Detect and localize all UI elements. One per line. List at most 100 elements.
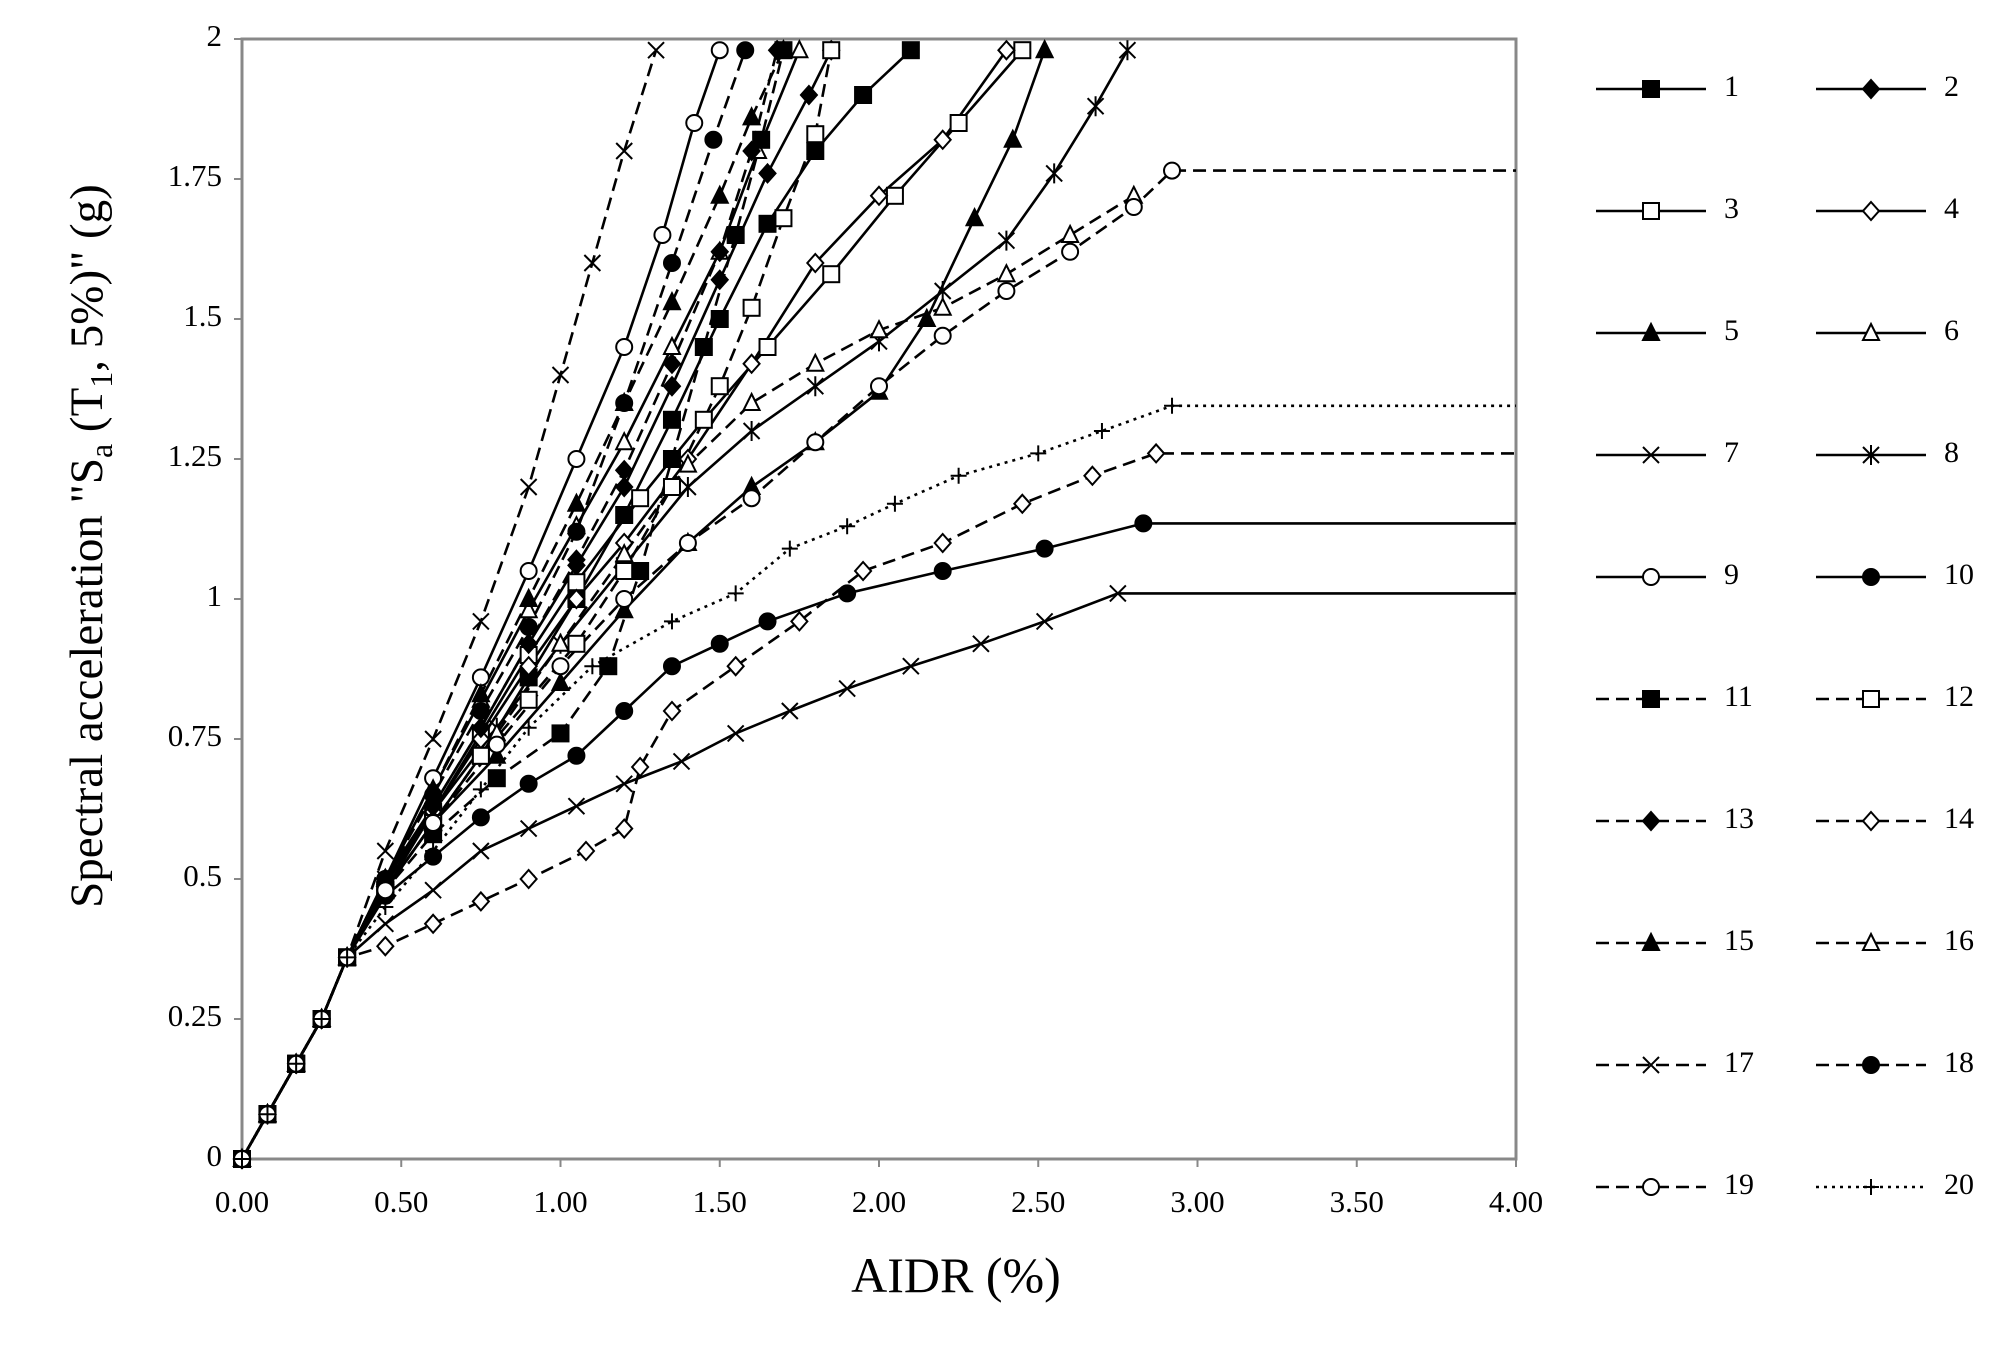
marker	[615, 394, 634, 412]
marker	[694, 338, 713, 356]
marker	[1083, 465, 1102, 487]
marker	[742, 489, 761, 508]
marker	[996, 262, 1017, 283]
marker	[567, 549, 586, 571]
marker	[933, 532, 953, 554]
marker	[806, 125, 825, 144]
marker	[1124, 198, 1143, 216]
marker	[1641, 931, 1661, 951]
marker	[471, 890, 491, 912]
marker	[424, 730, 442, 748]
marker	[376, 842, 395, 860]
marker	[567, 522, 586, 541]
marker	[781, 702, 799, 720]
marker	[885, 186, 904, 205]
marker	[742, 140, 761, 162]
marker	[1642, 80, 1660, 98]
marker	[662, 657, 681, 676]
marker	[758, 214, 777, 233]
marker	[567, 588, 586, 610]
legend-label: 2	[1944, 70, 1959, 103]
y-tick-label: 0	[207, 1138, 223, 1173]
marker	[1060, 223, 1080, 243]
legend-label: 7	[1724, 436, 1739, 469]
marker	[599, 657, 618, 676]
legend-item: 10	[1816, 558, 1974, 591]
x-tick-label: 2.00	[852, 1184, 906, 1219]
marker	[838, 584, 857, 603]
marker	[424, 814, 443, 832]
y-tick-label: 1.75	[168, 158, 222, 193]
x-tick-label: 1.50	[693, 1184, 747, 1219]
legend-item: 5	[1596, 314, 1739, 347]
marker	[672, 752, 691, 771]
marker	[615, 590, 634, 608]
legend-item: 17	[1596, 1046, 1754, 1079]
marker	[567, 573, 586, 592]
marker	[1013, 41, 1032, 60]
marker	[678, 453, 698, 473]
marker	[933, 129, 953, 151]
marker	[1030, 445, 1047, 462]
legend-item: 9	[1596, 558, 1739, 591]
marker	[615, 562, 634, 580]
x-tick-label: 3.00	[1170, 1184, 1224, 1219]
marker	[339, 949, 356, 966]
marker	[614, 598, 634, 619]
marker	[615, 142, 633, 160]
marker	[662, 478, 681, 496]
marker	[472, 842, 490, 860]
marker	[853, 560, 873, 582]
marker	[822, 41, 841, 60]
legend-label: 20	[1944, 1168, 1974, 1201]
legend-label: 1	[1724, 70, 1739, 103]
legend-item: 4	[1816, 192, 1959, 225]
marker	[567, 634, 586, 653]
marker	[758, 162, 777, 184]
marker	[1862, 690, 1880, 708]
marker	[933, 326, 952, 345]
marker	[1863, 1179, 1879, 1195]
legend-label: 12	[1944, 680, 1974, 713]
legend-item: 14	[1816, 802, 1974, 835]
marker	[424, 881, 442, 899]
legend-label: 9	[1724, 558, 1739, 591]
marker	[727, 585, 744, 602]
y-title-sub: a	[83, 444, 119, 458]
legend-item: 1	[1596, 70, 1739, 103]
y-tick-label: 0.75	[168, 718, 222, 753]
y-tick-label: 2	[207, 18, 223, 53]
marker	[615, 702, 634, 720]
marker	[583, 254, 602, 272]
marker	[789, 38, 809, 59]
marker	[551, 657, 570, 676]
marker	[917, 307, 937, 327]
marker	[377, 899, 394, 915]
series-line	[240, 49, 747, 1160]
legend-label: 14	[1944, 802, 1974, 835]
legend-label: 15	[1724, 924, 1754, 957]
marker	[1093, 423, 1110, 439]
marker	[870, 377, 888, 396]
legend-item: 2	[1816, 70, 1959, 103]
marker	[662, 410, 681, 429]
marker	[1035, 38, 1055, 59]
legend-label: 16	[1944, 924, 1974, 957]
marker	[662, 700, 682, 722]
marker	[736, 41, 755, 60]
y-title-part: Spectral acceleration "S	[61, 458, 113, 908]
marker	[1134, 514, 1153, 533]
marker	[614, 459, 634, 481]
marker	[519, 562, 538, 580]
y-tick-label: 1	[207, 578, 223, 613]
marker	[567, 797, 586, 815]
marker	[710, 184, 730, 204]
marker	[790, 610, 809, 632]
marker	[997, 39, 1016, 61]
marker	[519, 819, 538, 838]
legend-item: 7	[1596, 436, 1739, 469]
marker	[550, 671, 571, 691]
legend-item: 16	[1816, 924, 1974, 957]
marker	[630, 756, 650, 778]
